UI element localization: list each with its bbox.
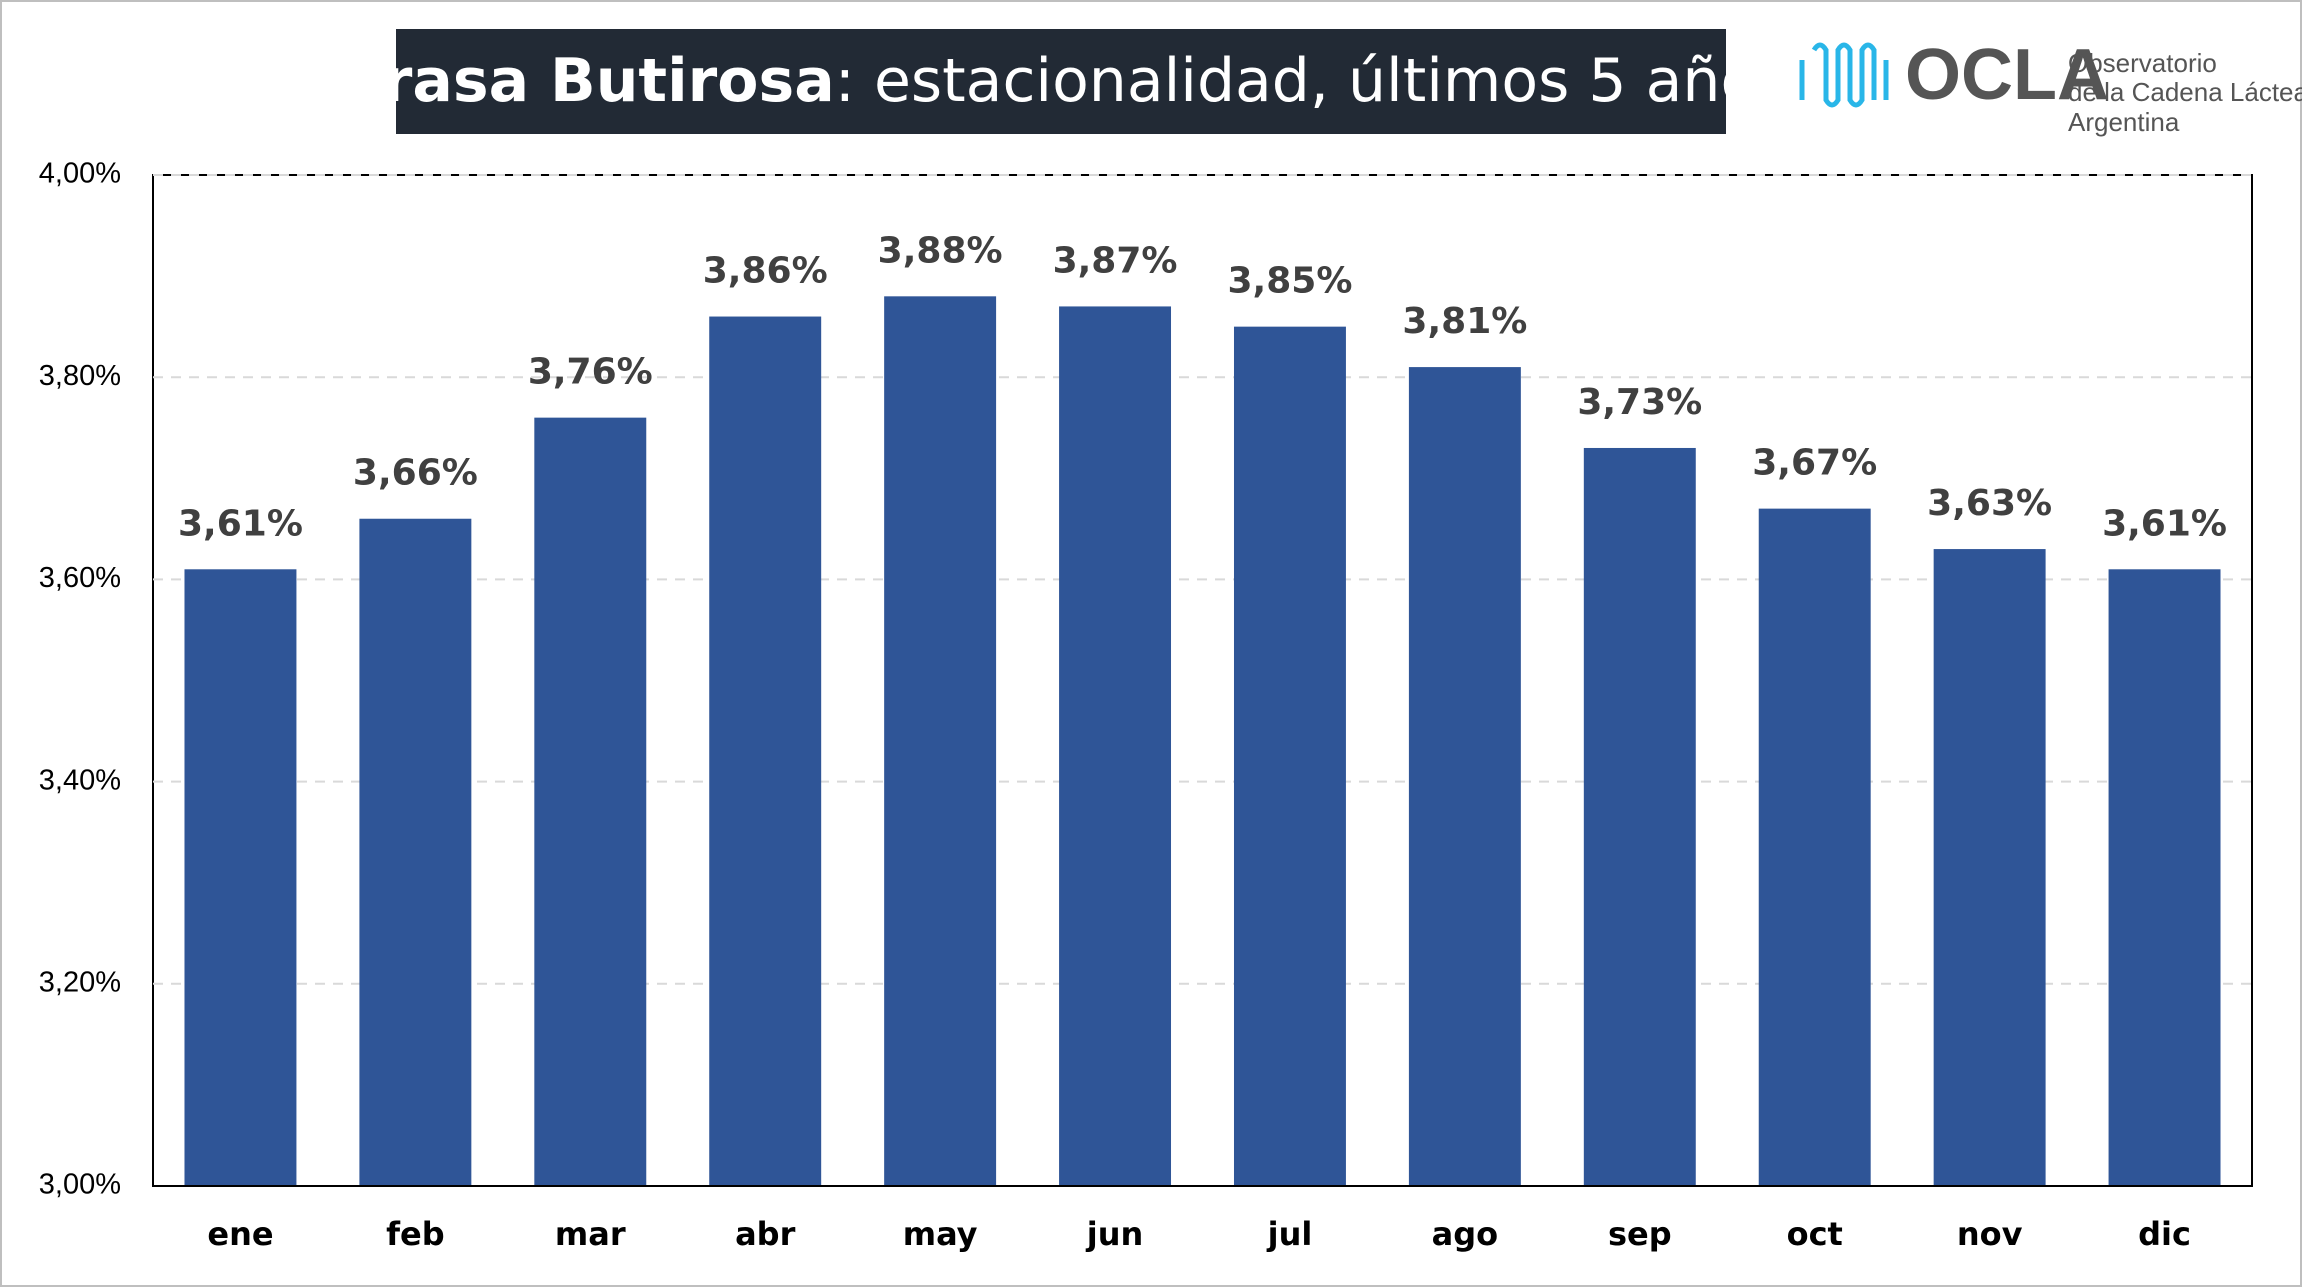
value-label: 3,66%	[353, 453, 478, 494]
bar	[534, 417, 647, 1186]
value-label: 3,73%	[1577, 382, 1702, 423]
y-tick-label: 3,20%	[39, 966, 121, 998]
bar	[359, 518, 472, 1186]
bar	[2108, 569, 2221, 1186]
logo-line: de la Cadena Láctea	[2068, 77, 2302, 107]
x-tick-label: dic	[2138, 1215, 2191, 1253]
value-label: 3,85%	[1228, 261, 1353, 302]
y-tick-label: 3,40%	[39, 764, 121, 796]
bar	[184, 569, 297, 1186]
x-tick-label: oct	[1787, 1215, 1843, 1253]
title-bold: Grasa Butirosa	[334, 46, 835, 116]
bar	[709, 316, 822, 1186]
x-tick-label: ago	[1432, 1215, 1498, 1253]
logo-name: OCLA	[1905, 35, 2109, 115]
x-tick-label: jun	[1085, 1215, 1144, 1253]
logo-line: Argentina	[2068, 107, 2180, 137]
bar	[1933, 549, 2046, 1186]
x-tick-label: nov	[1957, 1215, 2023, 1253]
value-label: 3,61%	[178, 503, 303, 544]
logo-icon	[1799, 42, 1889, 108]
bar	[1408, 367, 1521, 1187]
bar	[1758, 508, 1871, 1186]
bar	[1059, 306, 1172, 1186]
value-label: 3,88%	[878, 230, 1003, 271]
bar	[1233, 326, 1346, 1186]
logo-line: Observatorio	[2068, 48, 2217, 78]
y-tick-label: 3,00%	[39, 1169, 121, 1201]
y-tick-label: 3,60%	[39, 562, 121, 594]
x-tick-label: may	[903, 1215, 978, 1253]
bar	[1583, 447, 1696, 1187]
title-rest: : estacionalidad, últimos 5 años	[835, 46, 1789, 116]
x-tick-label: jul	[1266, 1215, 1313, 1253]
x-tick-label: sep	[1608, 1215, 1672, 1253]
value-label: 3,67%	[1752, 443, 1877, 484]
x-tick-label: abr	[735, 1215, 796, 1253]
value-label: 3,63%	[1927, 483, 2052, 524]
value-label: 3,87%	[1053, 240, 1178, 281]
chart-title: Grasa Butirosa: estacionalidad, últimos …	[334, 46, 1789, 116]
y-tick-label: 4,00%	[39, 158, 121, 190]
value-label: 3,61%	[2102, 503, 2227, 544]
x-tick-label: feb	[386, 1215, 445, 1253]
x-tick-label: ene	[207, 1215, 273, 1253]
logo: OCLA Observatorio de la Cadena Láctea Ar…	[1799, 35, 2302, 137]
y-tick-label: 3,80%	[39, 360, 121, 392]
value-label: 3,86%	[703, 251, 828, 292]
x-tick-label: mar	[555, 1215, 626, 1253]
value-label: 3,76%	[528, 352, 653, 393]
bar	[884, 296, 997, 1186]
title-box	[396, 29, 1726, 134]
value-label: 3,81%	[1402, 301, 1527, 342]
